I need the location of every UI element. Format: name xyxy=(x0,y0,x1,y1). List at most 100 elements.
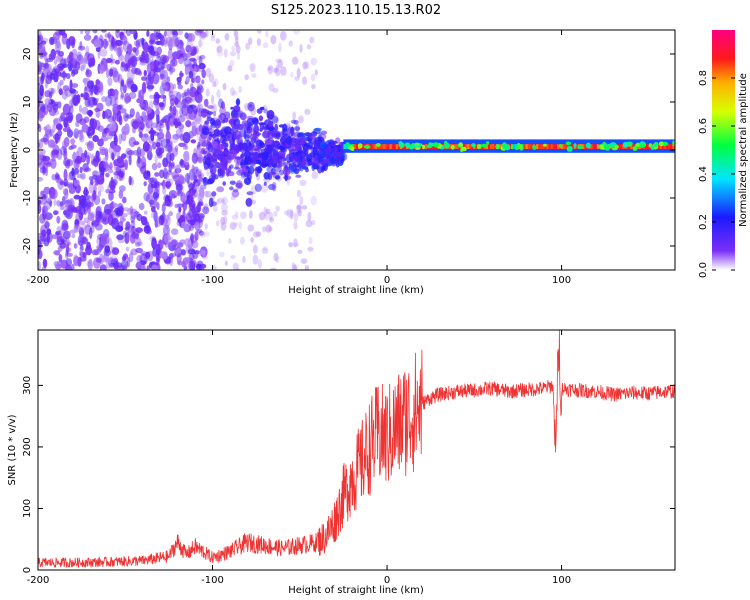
spectrogram-cell xyxy=(132,47,137,53)
spectrogram-cell xyxy=(210,34,215,42)
spectrogram-cell xyxy=(340,144,345,151)
spectrogram-cell xyxy=(135,111,141,123)
spectrogram-cell xyxy=(152,247,157,257)
spectrogram-cell xyxy=(292,242,300,247)
spectrogram-cell xyxy=(130,248,138,256)
spectrogram-cell xyxy=(163,30,167,37)
spectrogram-cell xyxy=(109,98,117,107)
spectrogram-cell xyxy=(99,148,107,155)
spectrogram-cell xyxy=(171,228,179,235)
spectrogram-line-core xyxy=(619,144,623,149)
spectrogram-cell xyxy=(317,165,323,174)
spectrogram-cell xyxy=(181,104,189,117)
snr-y-label: SNR (10 * v/v) xyxy=(7,414,18,485)
spectrogram-cell xyxy=(83,116,90,124)
spectrogram-cell xyxy=(244,134,250,142)
spectrogram-cell xyxy=(49,128,54,137)
spectrogram-cell xyxy=(306,44,312,50)
spectrogram-cell xyxy=(161,203,166,213)
spectrogram-line-core xyxy=(544,144,548,149)
spectrogram-cell xyxy=(113,207,121,215)
spectrogram-cell xyxy=(45,63,53,72)
spectrogram-cell xyxy=(235,267,240,270)
spectrogram-cell xyxy=(153,98,158,107)
spectrogram-cell xyxy=(63,230,71,239)
spectrogram-cell xyxy=(311,84,316,90)
spectrogram-cell xyxy=(220,132,224,137)
spectrogram-cell xyxy=(248,37,253,46)
spectrogram-cell xyxy=(194,118,201,125)
spectrogram-cell xyxy=(94,223,103,231)
spectrogram-cell xyxy=(64,199,70,204)
spectrogram-cell xyxy=(53,59,58,65)
spectrogram-cell xyxy=(292,111,296,120)
spectrogram-cell xyxy=(258,115,264,122)
spectrogram-cell xyxy=(278,131,286,138)
spectrogram-cell xyxy=(271,141,275,149)
spectrogram-cell xyxy=(58,253,63,263)
y-tick-label: 300 xyxy=(22,376,33,395)
spectrogram-cell xyxy=(274,123,278,133)
spectrogram-cell xyxy=(187,219,194,225)
spectrogram-cell xyxy=(280,31,287,41)
spectrogram-line-core xyxy=(582,144,586,149)
spectrogram-cell xyxy=(252,153,259,158)
spectrogram-cell xyxy=(247,165,255,175)
spectrogram-cell xyxy=(66,54,73,65)
spectrogram-cell xyxy=(162,157,169,168)
spectrogram-cell xyxy=(232,106,240,111)
y-tick-label: 200 xyxy=(22,437,33,456)
spectrogram-cell xyxy=(92,155,99,168)
spectrogram-cell xyxy=(240,161,249,166)
spectrogram-line-core xyxy=(389,144,393,149)
spectrogram-cell xyxy=(264,211,270,221)
spectrogram-line-core xyxy=(391,144,395,149)
spectrogram-line-core xyxy=(529,144,533,149)
spectrogram-cell xyxy=(155,147,162,157)
spectrogram-cell xyxy=(120,92,125,99)
spectrogram-cell xyxy=(154,154,158,165)
colorbar-tick-label: 0.6 xyxy=(698,118,709,134)
x-tick-label: 100 xyxy=(552,275,571,286)
spectrogram-cell xyxy=(194,91,200,96)
spectrogram-cell xyxy=(181,260,186,268)
spectrogram-cell xyxy=(206,152,212,158)
spectrogram-cell xyxy=(151,58,154,68)
spectrogram-cell xyxy=(309,135,316,140)
spectrogram-cell xyxy=(198,176,202,181)
spectrogram-cell xyxy=(238,221,242,230)
spectrogram-cell xyxy=(277,143,281,149)
spectrogram-cell xyxy=(73,243,78,249)
spectrogram-cell xyxy=(301,157,308,167)
spectrogram-cell xyxy=(78,220,85,225)
spectrogram-cell xyxy=(216,89,221,99)
spectrogram-cell xyxy=(86,204,91,215)
spectrogram-cell xyxy=(81,123,89,133)
spectrogram-cell xyxy=(285,136,293,145)
spectrogram-cell xyxy=(249,63,256,72)
spectrogram-cell xyxy=(70,70,76,77)
spectrogram-cell xyxy=(153,99,160,106)
spectrogram-cell xyxy=(231,189,240,198)
colorbar-label: Normalized spectral amplitude xyxy=(738,73,749,227)
figure-title: S125.2023.110.15.13.R02 xyxy=(271,3,441,18)
spectrogram-cell xyxy=(165,220,169,231)
spectrogram-cell xyxy=(262,42,269,49)
spectrogram-cell xyxy=(149,202,153,208)
spectrogram-cell xyxy=(265,31,269,38)
spectrogram-cell xyxy=(169,94,177,102)
spectrogram-cell xyxy=(154,109,161,116)
spectrogram-cell xyxy=(335,151,343,157)
spectrogram-cell xyxy=(132,231,137,240)
spectrogram-cell xyxy=(243,177,252,186)
spectrogram-cell xyxy=(91,249,99,256)
spectrogram-line-core xyxy=(383,144,387,149)
spectrogram-line-core xyxy=(404,144,408,149)
spectrogram-cell xyxy=(161,79,166,90)
spectrogram-cell xyxy=(300,258,308,264)
spectrogram-cell xyxy=(216,45,223,53)
spectrogram-cell xyxy=(38,176,44,182)
spectrogram-cell xyxy=(137,156,141,164)
spectrogram-line-core xyxy=(469,144,473,149)
